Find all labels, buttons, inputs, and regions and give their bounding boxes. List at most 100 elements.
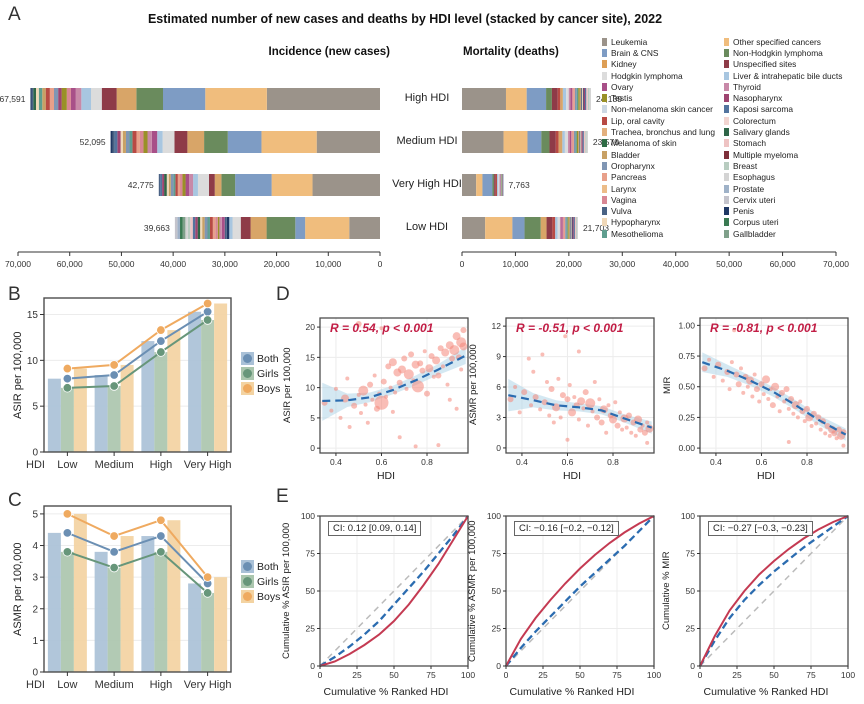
legend-label: Thyroid	[732, 81, 761, 92]
cum-asmr-xlabel: Cumulative % Ranked HDI	[509, 686, 635, 698]
scatter-point	[393, 390, 398, 395]
series-marker	[202, 307, 213, 317]
legend-item: Breast	[723, 160, 842, 171]
legend-label: Stomach	[732, 138, 767, 149]
bar-segment	[235, 174, 272, 196]
axis-tick-label: 70,000	[5, 259, 31, 269]
bar-segment	[129, 131, 133, 153]
scatter-point	[629, 430, 634, 435]
legend-swatch	[602, 71, 607, 80]
bar-segment	[33, 88, 36, 110]
x-tick-label: 0.6	[562, 457, 574, 467]
bar	[94, 375, 108, 452]
scatter-point	[538, 407, 543, 412]
y-tick-label: 0.00	[678, 443, 695, 453]
scatter-point	[597, 397, 602, 402]
scatter-point	[397, 365, 406, 374]
scatter-point	[436, 443, 441, 448]
legend-label: Vagina	[611, 194, 637, 205]
series-line	[66, 513, 209, 578]
scatter-point	[425, 364, 434, 373]
legend-item: Cervix uteri	[723, 194, 842, 205]
legend-key-square	[241, 575, 254, 588]
legend-item: Non-Hodgkin lymphoma	[723, 47, 842, 58]
red-concentration-curve	[319, 515, 469, 667]
bar-segment	[195, 217, 198, 239]
legend-label: Brain & CNS	[611, 47, 659, 58]
legend-column: Leukemia Brain & CNS Kidney Hodgkin lymphom…	[602, 36, 715, 239]
bar-segment	[170, 174, 174, 196]
legend-swatch	[602, 161, 607, 170]
legend-item: Vulva	[602, 205, 715, 216]
scatter-point	[411, 380, 424, 393]
series-marker	[156, 547, 166, 557]
legend-label: Oropharynx	[611, 160, 655, 171]
scatter-point	[637, 426, 644, 433]
panel-a-label: A	[8, 4, 21, 25]
legend-swatch	[602, 128, 607, 137]
legend-swatch	[723, 229, 729, 238]
scatter-point	[804, 405, 811, 412]
legend-label: Breast	[732, 160, 758, 171]
x-tick-label: 0.4	[710, 457, 722, 467]
scatter-point	[507, 396, 514, 403]
bar-segment	[49, 88, 54, 110]
legend-label: Boys	[257, 382, 281, 395]
bar-segment	[30, 88, 32, 110]
axis-tick-label: 60,000	[770, 259, 796, 269]
bar-segment	[316, 131, 380, 153]
bar-segment	[38, 88, 43, 110]
legend-item: Prostate	[723, 183, 842, 194]
legend-swatch	[602, 150, 607, 159]
legend-label: Salivary glands	[732, 127, 790, 138]
y-tick-label: 0	[690, 661, 695, 671]
y-tick-label: 6	[496, 382, 501, 392]
x-tick-label: Low	[57, 679, 77, 691]
scatter-asmr-hdi: 0.4 0.6 0.8 0 3 6 9 12	[492, 317, 655, 467]
legend-item: Stomach	[723, 138, 842, 149]
scatter-point	[558, 415, 563, 420]
bar-segment	[81, 88, 92, 110]
scatter-point	[529, 403, 534, 408]
legend-swatch	[723, 105, 729, 114]
scatter-point	[513, 385, 518, 390]
bar-segment	[125, 131, 130, 153]
scatter-point	[435, 372, 442, 379]
bar-segment	[577, 217, 578, 239]
bar-segment	[174, 217, 178, 239]
scatter-point	[401, 355, 408, 362]
y-tick-label: 3	[32, 573, 38, 584]
bar-segment	[180, 174, 183, 196]
bar-total-label: 39,663	[144, 223, 170, 233]
scatter-point	[831, 430, 838, 437]
bar-segment	[568, 217, 570, 239]
bar-segment	[143, 131, 148, 153]
panel-d-label: D	[276, 284, 290, 305]
axis-tick-label: 40,000	[160, 259, 186, 269]
bar-segment	[164, 174, 167, 196]
bar-segment	[197, 217, 201, 239]
series-marker	[62, 528, 73, 538]
bar-segment	[240, 217, 251, 239]
confidence-band	[508, 378, 652, 434]
bar-segment	[583, 131, 586, 153]
scatter-point	[544, 379, 549, 384]
bar	[141, 341, 155, 452]
legend-swatch	[602, 116, 607, 125]
legend-key-square	[241, 590, 254, 603]
bar-segment	[573, 217, 575, 239]
bar-segment	[505, 88, 527, 110]
bar-segment	[561, 217, 563, 239]
bar-segment	[582, 88, 584, 110]
legend-item: Girls	[241, 367, 280, 380]
bar-segment	[189, 174, 194, 196]
bar-segment	[250, 217, 267, 239]
bar-segment	[187, 131, 205, 153]
scatter-point	[625, 412, 632, 419]
bar	[214, 303, 228, 452]
scatter-point	[572, 395, 577, 400]
legend-swatch	[602, 184, 607, 193]
scatter-point	[733, 371, 740, 378]
bar-segment	[214, 174, 222, 196]
